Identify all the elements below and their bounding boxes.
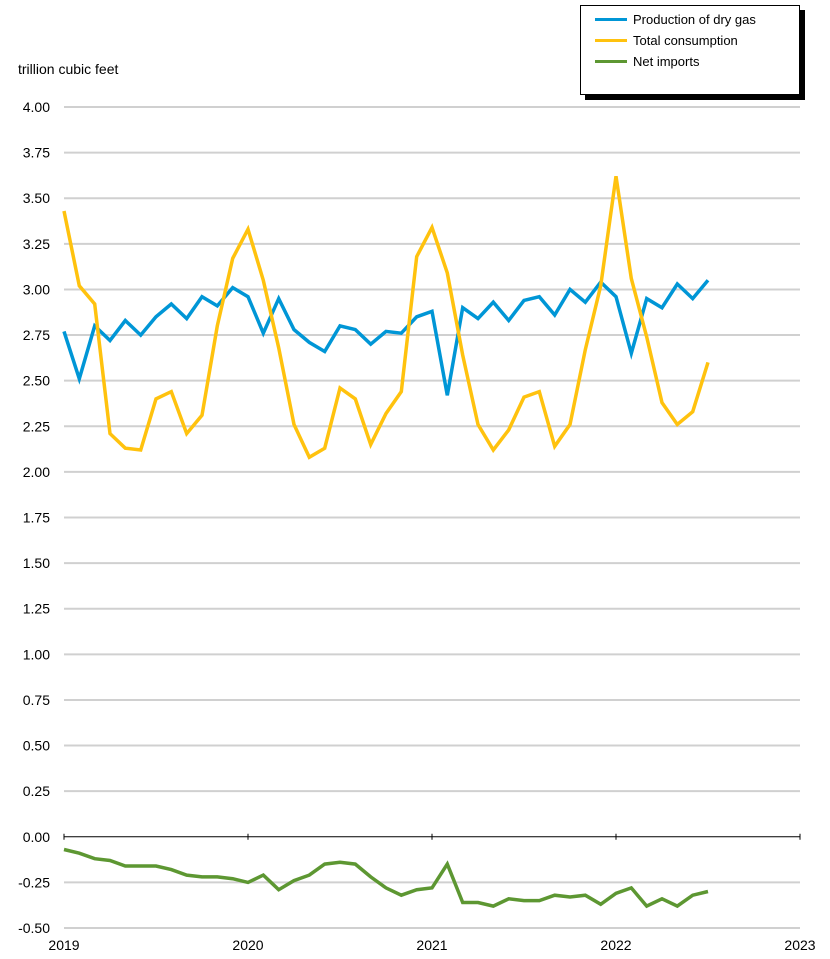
y-tick-label: 2.00: [23, 464, 50, 480]
legend-swatch: [595, 18, 627, 21]
y-tick-label: 0.25: [23, 783, 50, 799]
y-tick-label: 4.00: [23, 99, 50, 115]
legend-item-consumption: Total consumption: [595, 33, 738, 48]
x-tick-label: 2021: [416, 937, 447, 953]
y-tick-label: 2.50: [23, 373, 50, 389]
x-tick-label: 2022: [600, 937, 631, 953]
legend-item-production: Production of dry gas: [595, 12, 756, 27]
y-tick-label: 3.25: [23, 236, 50, 252]
x-tick-label: 2019: [48, 937, 79, 953]
series-line-total-consumption: [62, 176, 710, 460]
legend-swatch: [595, 39, 627, 42]
series-line-production-of-dry-gas: [62, 279, 710, 396]
x-tick-label: 2023: [784, 937, 815, 953]
y-tick-label: 1.00: [23, 646, 50, 662]
y-tick-label: 2.75: [23, 327, 50, 343]
y-tick-label: 0.75: [23, 692, 50, 708]
y-tick-label: 3.00: [23, 281, 50, 297]
legend-label: Net imports: [633, 54, 700, 69]
y-tick-label: 1.75: [23, 510, 50, 526]
y-tick-label: 3.75: [23, 145, 50, 161]
y-tick-label: 0.50: [23, 738, 50, 754]
series-line-net-imports: [63, 847, 709, 909]
legend-label: Production of dry gas: [633, 12, 756, 27]
y-tick-label: -0.25: [18, 874, 50, 890]
y-tick-label: 2.25: [23, 418, 50, 434]
legend: Production of dry gas Total consumption …: [580, 5, 800, 95]
y-tick-label: -0.50: [18, 920, 50, 936]
x-tick-label: 2020: [232, 937, 263, 953]
y-tick-label: 3.50: [23, 190, 50, 206]
y-axis-label: trillion cubic feet: [18, 61, 119, 77]
legend-label: Total consumption: [633, 33, 738, 48]
legend-item-net-imports: Net imports: [595, 54, 699, 69]
y-tick-label: 0.00: [23, 829, 50, 845]
y-tick-label: 1.25: [23, 601, 50, 617]
legend-swatch: [595, 60, 627, 63]
y-tick-label: 1.50: [23, 555, 50, 571]
